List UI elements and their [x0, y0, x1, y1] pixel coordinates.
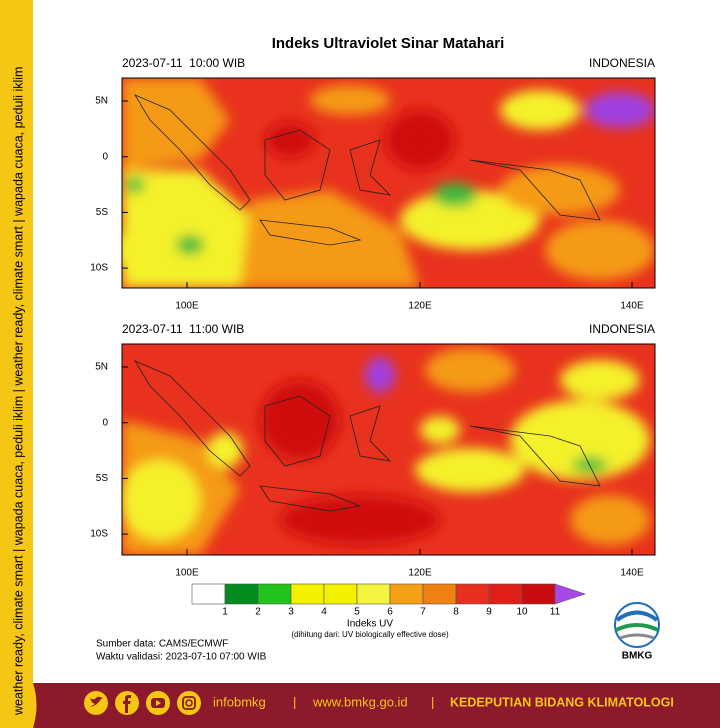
legend-tick: 9 [486, 607, 492, 618]
lon-label: 120E [408, 568, 432, 579]
source: Sumber data: CAMS/ECMWF [96, 639, 228, 650]
legend-tick: 5 [354, 607, 360, 618]
map-frame [121, 77, 656, 289]
region: INDONESIA [589, 56, 655, 70]
legend-tick: 1 [222, 607, 228, 618]
footer-handle[interactable]: infobmkg [213, 694, 266, 709]
colorbar [191, 583, 586, 605]
lat-label: 0 [102, 151, 108, 162]
footer-separator: | [431, 694, 434, 709]
bmkg-logo [614, 602, 660, 648]
lon-label: 120E [408, 301, 432, 312]
footer-accent [33, 683, 37, 728]
legend-tick: 10 [516, 607, 528, 618]
uv-map [122, 78, 655, 288]
footer-department: KEDEPUTIAN BIDANG KLIMATOLOGI [450, 695, 674, 709]
lon-label: 140E [620, 301, 644, 312]
legend-tick: 3 [288, 607, 294, 618]
legend-title: Indeks UV [347, 619, 393, 630]
validation: Waktu validasi: 2023-07-10 07:00 WIB [96, 652, 267, 663]
title: Indeks Ultraviolet Sinar Matahari [272, 35, 505, 52]
lat-label: 10S [90, 263, 108, 274]
legend-tick: 8 [453, 607, 459, 618]
legend-note: (dihitung dari: UV biologically effectiv… [291, 630, 449, 639]
lon-label: 100E [175, 301, 199, 312]
footer-website[interactable]: www.bmkg.go.id [312, 694, 408, 709]
legend-tick: 7 [420, 607, 426, 618]
lat-label: 5N [95, 362, 108, 373]
legend-tick: 4 [321, 607, 327, 618]
side-slogan: weather ready, climate smart | wapada cu… [11, 67, 25, 716]
lat-label: 0 [102, 417, 108, 428]
instagram-icon[interactable] [177, 691, 201, 715]
region: INDONESIA [589, 322, 655, 336]
lat-label: 5S [96, 473, 109, 484]
lat-label: 10S [90, 529, 108, 540]
lat-label: 5N [95, 96, 108, 107]
map-frame [121, 343, 656, 556]
uv-map [122, 344, 655, 555]
logo-text: BMKG [622, 651, 653, 662]
legend-tick: 11 [550, 607, 561, 618]
lon-label: 100E [175, 568, 199, 579]
footer-separator: | [293, 694, 296, 709]
legend-tick: 6 [387, 607, 393, 618]
valid-time: 2023-07-11 11:00 WIB [122, 322, 244, 336]
valid-time: 2023-07-11 10:00 WIB [122, 56, 245, 70]
social-icons [84, 691, 201, 715]
lat-label: 5S [96, 207, 109, 218]
side-band [0, 0, 33, 728]
legend-tick: 2 [255, 607, 261, 618]
lon-label: 140E [620, 568, 644, 579]
